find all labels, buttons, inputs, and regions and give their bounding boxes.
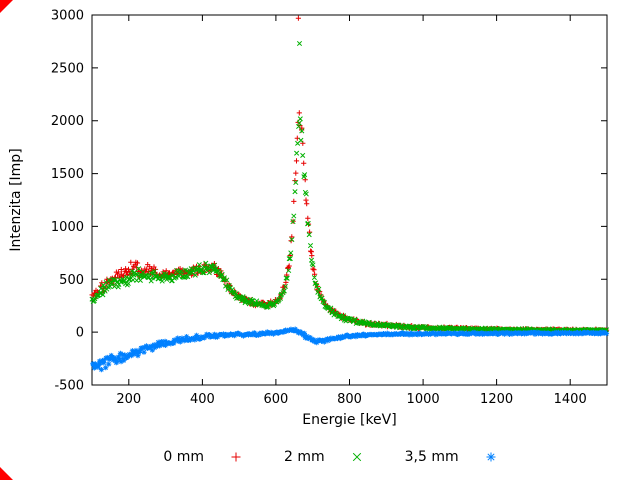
legend-item-2mm: 2 mm — [284, 449, 365, 465]
legend: 0 mm 2 mm 3,5 mm — [0, 449, 640, 465]
legend-label-2mm: 2 mm — [284, 449, 325, 465]
y-tick-label: 1000 — [51, 220, 84, 235]
legend-item-0mm: 0 mm — [163, 449, 244, 465]
legend-marker-glyph — [352, 452, 361, 462]
x-axis-label: Energie [keV] — [302, 412, 397, 428]
axis-ticks — [92, 14, 607, 386]
y-tick-label: 2000 — [51, 114, 84, 129]
x-tick-label: 1000 — [407, 392, 440, 407]
series-0-mm — [89, 15, 610, 334]
y-tick-label: 0 — [76, 326, 84, 341]
legend-item-3-5mm: 3,5 mm — [405, 449, 499, 465]
asterisk-marker-icon — [486, 452, 496, 462]
x-tick-label: 1400 — [554, 392, 587, 407]
x-tick-label: 800 — [337, 392, 362, 407]
y-tick-label: 500 — [59, 273, 84, 288]
cross-marker-icon — [352, 452, 361, 462]
y-tick-label: -500 — [54, 379, 84, 394]
legend-label-3-5mm: 3,5 mm — [404, 449, 459, 465]
series-3-5-mm — [90, 326, 610, 373]
y-tick-label: 3000 — [51, 9, 84, 24]
plus-marker-icon — [231, 452, 241, 462]
x-tick-label: 1200 — [480, 392, 513, 407]
x-tick-label: 600 — [263, 392, 288, 407]
x-tick-label: 200 — [116, 392, 141, 407]
screenshot-corner-marker-top-left — [0, 0, 13, 13]
y-axis-label: Intenzita [Imp] — [8, 148, 24, 252]
legend-marker-glyph — [486, 452, 496, 462]
legend-label-0mm: 0 mm — [163, 449, 204, 465]
screenshot-corner-marker-bottom-left — [0, 467, 13, 480]
y-tick-label: 1500 — [51, 167, 84, 182]
x-tick-label: 400 — [190, 392, 215, 407]
series-2-mm — [89, 40, 610, 335]
y-tick-label: 2500 — [51, 61, 84, 76]
legend-marker-glyph — [231, 452, 241, 462]
